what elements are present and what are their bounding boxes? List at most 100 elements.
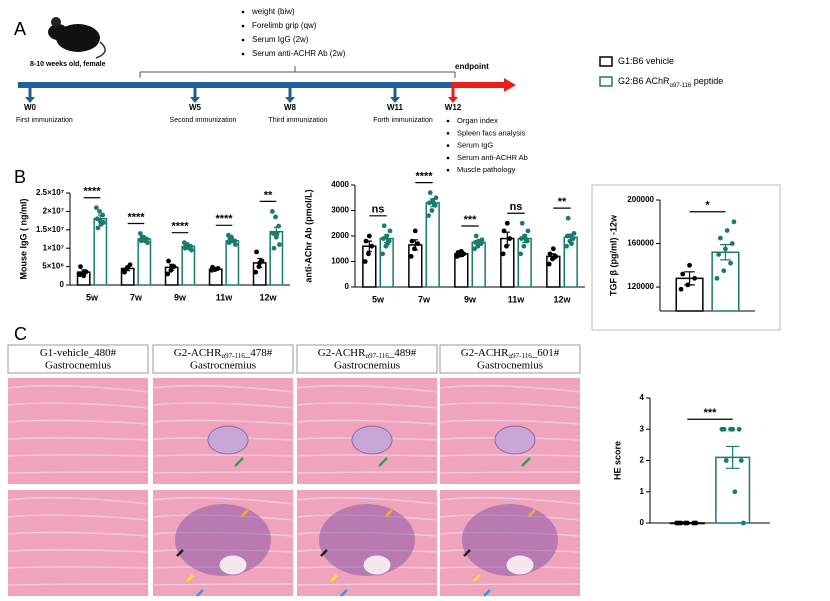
data-point [475,243,481,249]
legend-suffix: peptide [691,76,723,86]
arrow [241,509,249,517]
data-point [721,426,727,432]
arrow [320,549,328,557]
data-point [500,251,506,257]
data-point [687,262,692,268]
measurement: weight (biw) [251,7,295,16]
infiltrate [462,504,558,576]
y-tick-label: 3000 [331,206,349,215]
data-point [125,264,131,270]
arrow [483,589,491,597]
tissue-label: Gastrocnemius [45,360,111,372]
y-tick-label: 0 [345,282,350,291]
data-point [721,268,727,274]
data-point [684,520,690,526]
y-tick-label: 4000 [331,180,349,189]
header-box [152,344,294,374]
data-point [477,239,482,245]
legend-sub: α97-116 [670,83,692,89]
mouse-caption: 8-10 weeks old, female [30,61,106,68]
data-point [137,231,143,236]
legend-swatch [599,56,613,67]
tissue-label: Gastrocnemius [190,360,256,372]
bar [137,238,152,286]
y-axis-title: anti-AChr Ab (pmol/L) [303,189,313,282]
histology-title: G2-ACHRα97-116_601# [461,347,560,360]
timepoint-label: W5 [189,103,202,112]
x-tick-label: 5w [372,294,385,304]
fiber [296,583,438,586]
data-point [472,246,477,252]
panel-label: A [14,19,26,39]
lesion [207,425,249,455]
fiber [7,402,149,409]
data-point [168,267,174,273]
legend-label: G1:B6 vehicle [618,56,674,66]
timepoint-arrow-head [390,97,400,103]
data-point [253,269,259,275]
bullet [446,156,450,160]
y-tick-label: 200000 [627,195,654,204]
measurement: Serum anti-ACHR Ab (2w) [252,49,346,58]
y-tick-label: 1.5×10⁷ [36,225,64,234]
title-text: G2-ACHR [174,347,222,359]
title-suffix: _478# [244,347,273,359]
tissue-label: Gastrocnemius [477,360,543,372]
panel-label: C [14,324,27,344]
data-point [504,220,510,226]
data-point [678,520,684,526]
y-axis-title: TGF β (pg/ml) -12w [608,214,618,296]
x-tick-label: 7w [130,292,143,302]
fiber [439,471,581,474]
data-point [415,241,421,247]
lesion [351,425,393,455]
data-point [100,212,106,218]
fiber [439,583,581,586]
data-point [256,264,262,269]
fiber [7,419,149,425]
data-point [385,241,390,247]
data-point [257,260,263,266]
data-point [565,215,571,221]
fiber [7,531,149,537]
data-point [473,233,479,239]
histology-image [8,378,148,484]
data-point [723,246,728,252]
data-point [519,220,525,226]
data-point [83,269,89,275]
endpoint-label: endpoint [455,62,489,71]
data-point [569,241,574,247]
data-point [412,228,418,234]
bullet [446,119,450,123]
significance-label: * [705,200,710,212]
data-point [431,200,436,206]
fiber [7,454,149,457]
y-tick-label: 120000 [627,282,654,291]
data-point [95,225,101,231]
data-point [273,234,279,240]
title-suffix: _601# [531,347,560,359]
data-point [165,271,171,277]
fiber [152,385,294,393]
y-tick-label: 0 [60,280,65,289]
timepoint-arrow-head [285,97,295,103]
data-point [546,261,552,267]
significance-label: **** [415,171,433,183]
bullet [241,24,245,28]
data-point [254,249,259,255]
data-point [380,236,386,241]
fiber [439,419,581,425]
significance-label: **** [215,213,233,225]
data-point [274,231,280,236]
fiber [7,437,149,441]
x-tick-label: 7w [418,294,431,304]
fiber [152,454,294,457]
timepoint-arrow-head [448,97,458,103]
data-point [518,251,523,257]
data-point [680,271,686,277]
fiber [7,549,149,553]
y-tick-label: 5×10⁶ [42,262,64,271]
significance-label: *** [704,407,718,419]
x-tick-label: 12w [553,294,571,304]
data-point [366,251,371,257]
